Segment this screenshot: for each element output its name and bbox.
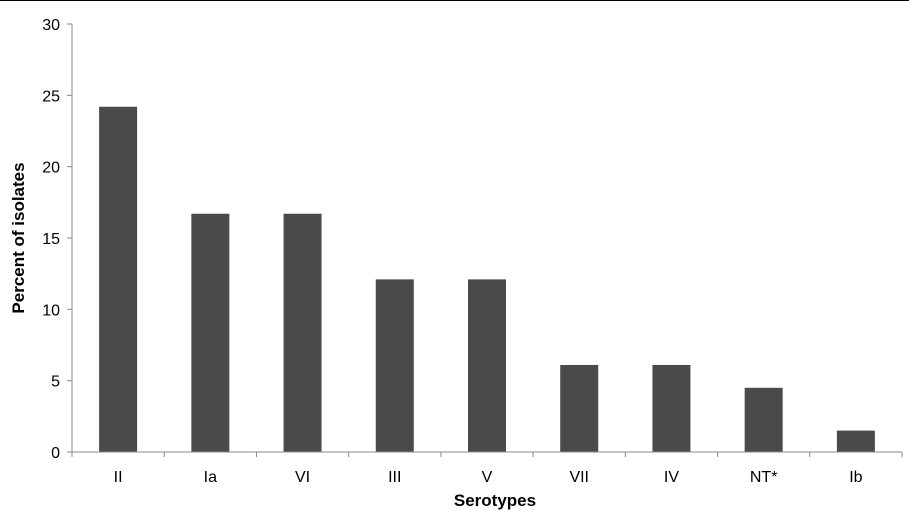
y-tick-label: 25: [42, 88, 60, 105]
bar-nt: [744, 387, 783, 452]
x-axis-ticks: II Ia VI III V VII IV NT* Ib: [71, 452, 903, 486]
top-border-line: [0, 0, 909, 1]
x-tick-label: VI: [295, 469, 310, 486]
bars: [99, 106, 875, 452]
y-tick-label: 10: [42, 302, 60, 319]
y-tick-label: 0: [51, 445, 60, 462]
x-axis-title: Serotypes: [454, 491, 536, 510]
x-tick-label: III: [388, 469, 401, 486]
x-tick-label: Ia: [204, 469, 217, 486]
y-tick-label: 5: [51, 374, 60, 391]
x-tick-label: VII: [569, 469, 589, 486]
x-tick-label: V: [482, 469, 493, 486]
x-tick-label: Ib: [849, 469, 862, 486]
y-tick-label: 15: [42, 231, 60, 248]
bar-ia: [191, 213, 230, 452]
bar-iii: [375, 279, 414, 452]
y-tick-label: 20: [42, 160, 60, 177]
bar-ib: [836, 430, 875, 452]
x-tick-label: II: [114, 469, 123, 486]
y-tick-label: 30: [42, 17, 60, 34]
bar-iv: [652, 364, 691, 452]
bar-vii: [560, 364, 599, 452]
y-axis-title: Percent of isolates: [9, 162, 28, 313]
y-axis-ticks: 0 5 10 15 20 25 30: [42, 17, 72, 462]
bar-vi: [283, 213, 322, 452]
x-tick-label: NT*: [750, 469, 778, 486]
bar-v: [468, 279, 506, 452]
bar-ii: [99, 106, 138, 452]
x-tick-label: IV: [664, 469, 679, 486]
